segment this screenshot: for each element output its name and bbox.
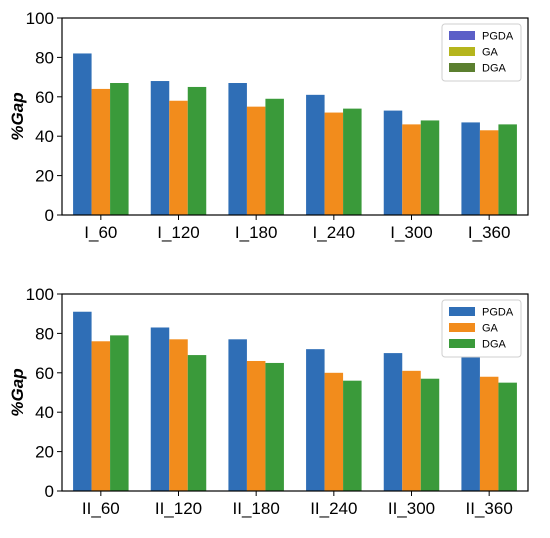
bar-pgda-ii-120: [150, 327, 170, 491]
x-tick-label: II_360: [466, 499, 513, 518]
legend-label-ga: GA: [482, 323, 499, 335]
bar-pgda-i-360: [461, 122, 480, 215]
bar-ga-i-180: [246, 106, 266, 215]
bar-dga-i-180: [265, 98, 284, 215]
y-axis-label: %Gap: [8, 368, 27, 416]
legend: PGDA GA DGA: [441, 299, 522, 358]
bar-pgda-i-240: [306, 94, 325, 215]
bar-ga-i-60: [91, 88, 111, 215]
legend-swatch-pgda: [449, 31, 475, 40]
bar-dga-ii-300: [420, 378, 440, 491]
bar-pgda-ii-300: [383, 353, 403, 491]
bar-ga-ii-300: [402, 370, 421, 491]
bar-dga-ii-60: [110, 335, 129, 491]
y-tick-label: 80: [35, 48, 54, 67]
bar-ga-i-120: [169, 100, 188, 215]
bar-ga-ii-60: [91, 341, 111, 491]
x-tick-label: I_300: [390, 223, 433, 242]
bar-dga-i-60: [110, 83, 129, 215]
y-tick-label: 40: [35, 127, 54, 146]
bar-dga-ii-360: [498, 382, 517, 491]
bar-ga-i-240: [324, 112, 344, 215]
y-tick-label: 20: [35, 443, 54, 462]
bar-dga-i-240: [343, 108, 362, 215]
y-tick-label: 80: [35, 324, 54, 343]
x-tick-label: II_300: [388, 499, 435, 518]
chart-panel-1: 0 20 40 60 80 100 I_60 I_120 I_180 I_240 I_300 I_36…: [8, 9, 529, 242]
y-tick-label: 60: [35, 364, 54, 383]
legend-swatch-dga: [449, 63, 475, 72]
bar-dga-i-360: [498, 124, 517, 215]
x-tick-label: II_120: [155, 499, 202, 518]
y-tick-label: 0: [45, 482, 54, 501]
bar-dga-i-120: [187, 86, 207, 215]
x-tick-label: I_180: [235, 223, 278, 242]
x-tick-label: I_60: [84, 223, 117, 242]
bar-pgda-ii-180: [228, 339, 247, 491]
x-tick-label: II_60: [82, 499, 120, 518]
y-tick-label: 40: [35, 403, 54, 422]
bar-ga-ii-360: [479, 376, 499, 491]
chart-panel-2: 0 20 40 60 80 100 II_60 II_120 II_180 II_240 II_30…: [8, 285, 529, 518]
bar-pgda-ii-240: [306, 349, 325, 491]
y-axis-label: %Gap: [8, 92, 27, 140]
y-tick-label: 100: [26, 285, 54, 304]
y-tick-label: 60: [35, 88, 54, 107]
bar-ga-ii-120: [169, 339, 188, 491]
legend-label-pgda: PGDA: [482, 307, 514, 319]
y-tick-label: 100: [26, 9, 54, 28]
legend-label-ga: GA: [482, 47, 499, 59]
bar-pgda-i-180: [228, 83, 247, 215]
bar-dga-ii-240: [343, 380, 362, 491]
bar-pgda-i-300: [383, 110, 403, 215]
bar-pgda-ii-360: [461, 357, 480, 491]
x-tick-label: I_240: [313, 223, 356, 242]
bar-dga-i-300: [420, 120, 440, 215]
legend-swatch-ga: [449, 47, 475, 56]
legend-label-dga: DGA: [482, 63, 507, 75]
legend-swatch-ga: [449, 323, 475, 332]
legend-label-dga: DGA: [482, 339, 507, 351]
legend-swatch-dga: [449, 339, 475, 348]
bar-pgda-ii-60: [73, 311, 92, 491]
bar-dga-ii-120: [187, 355, 207, 491]
plot-frame: [61, 293, 529, 492]
bar-ga-i-360: [479, 130, 499, 215]
legend-label-pgda: PGDA: [482, 31, 514, 43]
bar-pgda-i-60: [73, 53, 92, 216]
plot-frame: [61, 17, 529, 216]
bar-ga-i-300: [402, 124, 421, 215]
x-tick-label: I_120: [157, 223, 200, 242]
bar-ga-ii-240: [324, 372, 344, 491]
legend: PGDA GA DGA: [441, 23, 522, 82]
y-tick-label: 20: [35, 167, 54, 186]
x-tick-label: I_360: [468, 223, 511, 242]
legend-swatch-pgda: [449, 307, 475, 316]
x-tick-label: II_180: [233, 499, 280, 518]
bar-ga-ii-180: [246, 360, 266, 491]
bar-pgda-i-120: [150, 81, 170, 215]
y-tick-label: 0: [45, 206, 54, 225]
bar-dga-ii-180: [265, 362, 284, 491]
x-tick-label: II_240: [310, 499, 357, 518]
